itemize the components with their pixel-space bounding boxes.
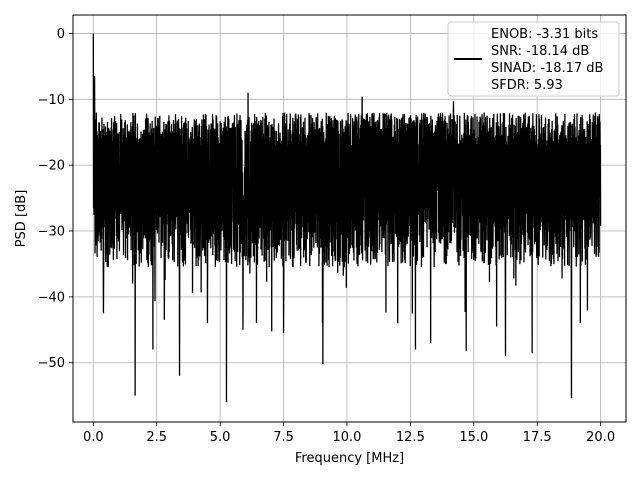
legend-sinad: SINAD: -18.17 dB — [491, 61, 603, 76]
x-tick-label: 5.0 — [210, 430, 231, 445]
x-tick-label: 7.5 — [273, 430, 294, 445]
y-tick-label: 0 — [57, 27, 65, 42]
y-tick-label: −40 — [38, 290, 65, 305]
legend-box — [447, 21, 620, 97]
y-tick-label: −30 — [38, 225, 65, 240]
y-axis: 0 −10 −20 −30 −40 −50 — [38, 27, 73, 371]
legend-enob: ENOB: -3.31 bits — [491, 27, 598, 42]
x-tick-label: 12.5 — [396, 430, 425, 445]
x-axis-label: Frequency [MHz] — [295, 451, 404, 466]
psd-series-line — [92, 33, 602, 403]
y-tick-label: −10 — [38, 93, 65, 108]
y-tick-label: −50 — [38, 356, 65, 371]
x-tick-label: 0.0 — [83, 430, 104, 445]
legend-snr: SNR: -18.14 dB — [491, 44, 589, 59]
x-tick-label: 20.0 — [586, 430, 615, 445]
x-tick-label: 15.0 — [459, 430, 488, 445]
y-tick-label: −20 — [38, 159, 65, 174]
x-axis: 0.0 2.5 5.0 7.5 10.0 12.5 15.0 17.5 20.0 — [83, 422, 615, 445]
series-layer — [92, 33, 602, 403]
legend: ENOB: -3.31 bits SNR: -18.14 dB SINAD: -… — [447, 21, 620, 97]
x-tick-label: 17.5 — [523, 430, 552, 445]
x-tick-label: 2.5 — [146, 430, 167, 445]
plot-frame — [72, 14, 627, 423]
y-axis-label: PSD [dB] — [14, 190, 29, 248]
legend-sfdr: SFDR: 5.93 — [491, 78, 563, 93]
x-tick-label: 10.0 — [332, 430, 361, 445]
